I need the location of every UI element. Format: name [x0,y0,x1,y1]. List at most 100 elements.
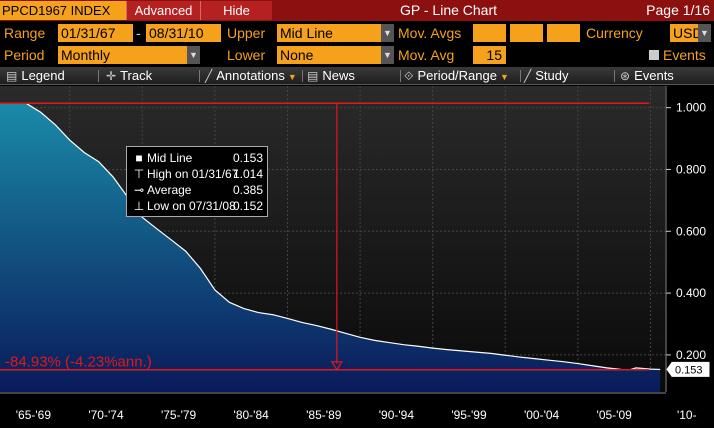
title-bar: PPCD1967 INDEX Advanced Hide GP - Line C… [0,0,714,21]
upper-dropdown-icon[interactable]: ▼ [381,24,394,42]
mov-avg-field-1[interactable] [473,24,506,42]
x-tick-label: '90-'94 [379,408,415,422]
series-area-fill [0,103,661,393]
track-button-label: Track [120,68,153,83]
news-icon: ▤ [307,69,319,83]
annotations-button-label: Annotations [216,68,285,83]
period-dropdown-icon[interactable]: ▼ [187,46,200,64]
upper-label: Upper [227,25,266,41]
line-chart[interactable]: -84.93% (-4.23%ann.) 0.200 0.400 0.600 0.80… [0,86,714,428]
caret-down-icon: ▼ [499,72,509,82]
page-indicator: Page 1/16 [646,2,710,18]
pencil-icon: ╱ [205,69,213,83]
chart-toolbar: ▤ Legend ✛ Track ╱ Annotations ▼ ▤ News ⟐ Peri… [0,67,714,85]
y-axis: 0.200 0.400 0.600 0.800 1.000 [665,86,706,392]
lower-dropdown-icon[interactable]: ▼ [381,46,394,64]
legend-row-low: ⊥ Low on 07/31/08 0.152 [133,198,263,214]
legend-label: High on 01/31/67 [147,167,239,181]
mov-avg-field-2[interactable] [510,24,543,42]
events-icon: ⊛ [620,69,631,83]
y-tick-label: 0.200 [676,348,706,362]
news-button[interactable]: ▤ News [307,67,355,85]
low-marker-icon: ⊥ [133,199,145,213]
mov-avg-field-3[interactable] [547,24,580,42]
last-value-label: 0.153 [675,364,703,376]
x-tick-label: '10- [677,408,697,422]
lower-select[interactable]: None [277,46,381,64]
legend-value: 0.153 [232,151,263,165]
settings-row-period: Period Monthly ▼ Lower None ▼ Mov. Avg 1… [0,44,714,66]
legend-button-label: Legend [21,68,65,83]
range-end-input[interactable]: 08/31/10 [146,24,221,42]
period-select[interactable]: Monthly [58,46,187,64]
x-tick-label: '80-'84 [234,408,270,422]
events-checkbox[interactable] [649,50,659,60]
lower-label: Lower [227,47,266,63]
mov-avgs-label: Mov. Avgs [398,25,462,41]
mov-avg-input[interactable]: 15 [473,46,506,64]
average-marker-icon: ⊸ [133,183,145,197]
chart-legend-box[interactable]: ■ Mid Line 0.153 ⊤ High on 01/31/67 1.014 … [126,146,268,217]
legend-label: Average [147,183,192,197]
x-tick-label: '05-'09 [597,408,633,422]
range-dash: - [136,25,141,41]
legend-value: 0.385 [232,183,263,197]
toolbar-divider [400,70,401,82]
x-tick-label: '70-'74 [88,408,124,422]
last-value-marker [666,361,710,377]
track-button[interactable]: ✛ Track [106,67,152,85]
news-button-label: News [322,68,355,83]
legend-row-high: ⊤ High on 01/31/67 1.014 [133,166,263,182]
events-button[interactable]: ⊛ Events [620,67,674,85]
settings-row-range: Range 01/31/67 - 08/31/10 Upper Mid Line… [0,22,714,44]
period-range-icon: ⟐ [404,69,414,83]
legend-value: 1.014 [232,167,263,181]
x-axis: '65-'69 '70-'74 '75-'79 '80-'84 '85-'89 '90-'… [0,392,697,422]
last-value-tag: 0.153 [666,361,710,377]
crosshair-icon: ✛ [106,69,117,83]
toolbar-divider [302,70,303,82]
annotations-button[interactable]: ╱ Annotations ▼ [205,67,297,85]
toolbar-divider [199,70,200,82]
x-tick-label: '65-'69 [16,408,52,422]
legend-button[interactable]: ▤ Legend [6,67,65,85]
study-button-label: Study [535,68,569,83]
legend-value: 0.152 [232,199,263,213]
period-range-button[interactable]: ⟐ Period/Range ▼ [404,67,509,85]
legend-row-average: ⊸ Average 0.385 [133,182,263,198]
change-annotation: -84.93% (-4.23%ann.) [5,354,152,371]
square-icon: ■ [135,151,143,165]
advanced-button[interactable]: Advanced [126,1,200,20]
currency-select[interactable]: USD [670,24,703,42]
window-title: GP - Line Chart [400,2,498,18]
study-icon: ╱ [524,69,532,83]
range-start-input[interactable]: 01/31/67 [58,24,133,42]
currency-label: Currency [586,25,643,41]
toolbar-divider [520,70,521,82]
y-tick-label: 0.600 [676,224,706,238]
period-range-button-label: Period/Range [417,68,497,83]
legend-label: Low on 07/31/08 [147,199,236,213]
x-tick-label: '95-'99 [451,408,487,422]
study-button[interactable]: ╱ Study [524,67,568,85]
legend-row-mid-line: ■ Mid Line 0.153 [133,150,263,166]
y-tick-label: 1.000 [676,101,706,115]
change-arrow-head [330,361,343,371]
currency-dropdown-icon[interactable]: ▼ [698,24,711,42]
events-button-label: Events [634,68,674,83]
x-tick-label: '00-'04 [524,408,560,422]
hide-button[interactable]: Hide [200,1,272,20]
y-tick-label: 0.800 [676,162,706,176]
x-tick-label: '75-'79 [161,408,197,422]
events-checkbox-label: Events [663,47,706,63]
mov-avg-label: Mov. Avg [398,47,455,63]
toolbar-divider [98,70,99,82]
ticker-field[interactable]: PPCD1967 INDEX [0,1,126,20]
caret-down-icon: ▼ [287,72,297,82]
legend-icon: ▤ [6,69,18,83]
toolbar-divider [614,70,615,82]
y-tick-label: 0.400 [676,286,706,300]
range-label: Range [4,25,46,41]
upper-select[interactable]: Mid Line [277,24,381,42]
period-label: Period [4,47,45,63]
